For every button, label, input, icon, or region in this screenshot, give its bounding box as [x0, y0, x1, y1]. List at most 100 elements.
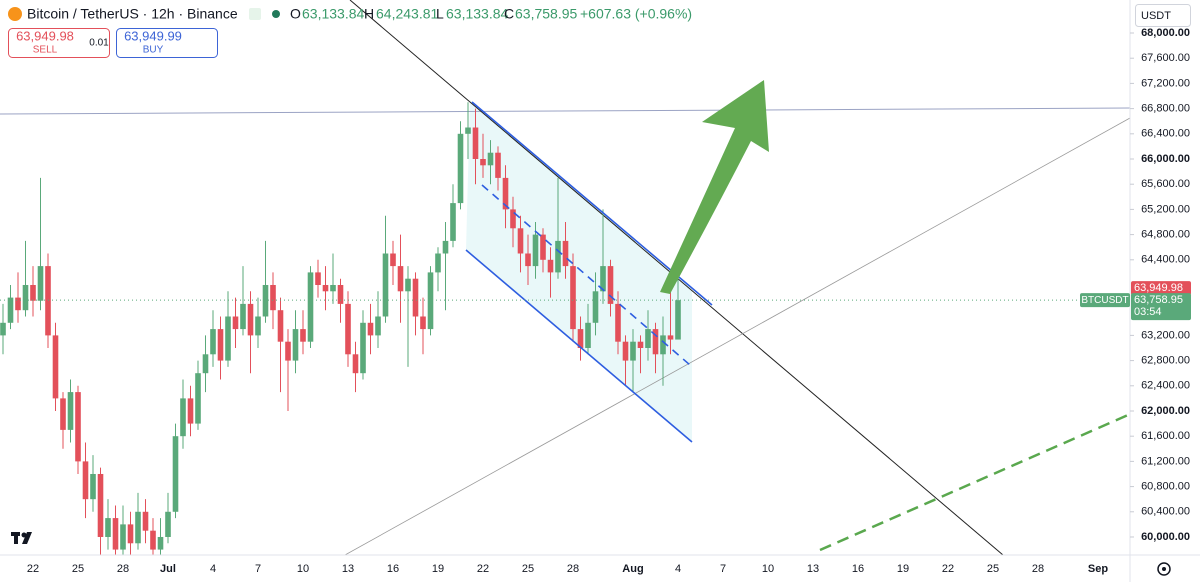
candle-body	[127, 524, 134, 544]
candle-body	[367, 322, 374, 336]
buy-label: BUY	[143, 45, 164, 56]
candle-body	[457, 133, 464, 204]
y-tick-label: 62,000.00	[1141, 405, 1190, 417]
candle-body	[330, 284, 336, 292]
candle-body	[187, 398, 194, 424]
candle-body	[45, 266, 51, 336]
candle-body	[570, 266, 576, 330]
ohlc-value: 63,758.95	[515, 6, 577, 22]
candle-body	[172, 436, 179, 512]
y-tick-label: 61,600.00	[1141, 430, 1190, 442]
candle-body	[547, 259, 554, 273]
sell-price: 63,949.98	[16, 28, 74, 43]
candle-body	[15, 297, 21, 311]
candle-body	[37, 266, 44, 301]
candle-body	[165, 511, 171, 537]
x-tick-label: 13	[807, 563, 819, 575]
candle-body	[652, 329, 659, 355]
ohlc-label: L	[436, 6, 444, 22]
candle-body	[262, 284, 269, 317]
support-line	[344, 117, 1130, 555]
candle-body	[420, 316, 426, 330]
x-tick-label: 22	[477, 563, 489, 575]
channel-fill	[466, 100, 692, 442]
x-tick-label: Jul	[160, 563, 176, 575]
candle-body	[577, 329, 584, 348]
y-tick-label: 64,800.00	[1141, 229, 1190, 241]
candle-body	[217, 329, 224, 361]
candle-body	[120, 524, 126, 550]
y-tick-label: 66,800.00	[1141, 103, 1190, 115]
candle-body	[585, 322, 591, 348]
candle-body	[315, 272, 321, 285]
y-tick-label: 67,600.00	[1141, 52, 1190, 64]
last-price: 63,758.95	[1134, 294, 1183, 306]
candle-body	[615, 303, 621, 342]
candle-body	[360, 322, 366, 374]
x-tick-label: 7	[255, 563, 261, 575]
candle-body	[465, 127, 471, 134]
ohlc-label: O	[290, 6, 301, 22]
candle-body	[487, 152, 494, 166]
x-tick-label: Sep	[1088, 563, 1108, 575]
x-tick-label: Aug	[622, 563, 643, 575]
candle-body	[345, 303, 351, 355]
x-tick-label: 4	[210, 563, 216, 575]
ask-price: 63,949.98	[1134, 282, 1183, 294]
candle-body	[97, 473, 104, 537]
buy-button[interactable]	[116, 28, 218, 58]
y-tick-label: 68,000.00	[1141, 27, 1190, 39]
candle-body	[67, 392, 74, 430]
x-tick-label: 16	[387, 563, 399, 575]
overlay	[11, 80, 769, 544]
x-tick-label: 22	[942, 563, 954, 575]
candle-body	[495, 152, 501, 178]
buy-price: 63,949.99	[124, 28, 182, 43]
x-tick-label: 19	[432, 563, 444, 575]
x-tick-label: 22	[27, 563, 39, 575]
candle-body	[382, 253, 389, 317]
ohlc-label: H	[364, 6, 374, 22]
candle-body	[525, 253, 531, 267]
ohlc-value: 64,243.81	[376, 6, 438, 22]
sell-button[interactable]	[8, 28, 110, 58]
y-tick-label: 62,800.00	[1141, 354, 1190, 366]
sell-label: SELL	[33, 45, 58, 56]
candle-body	[397, 266, 404, 292]
candle-body	[255, 316, 261, 336]
x-tick-label: 16	[852, 563, 864, 575]
candle-body	[225, 316, 231, 361]
candle-body	[292, 329, 299, 361]
symbol-label: BTCUSDT	[1081, 295, 1128, 306]
candle-body	[532, 234, 539, 267]
candle-body	[7, 297, 14, 323]
candle-body	[112, 518, 119, 550]
y-tick-label: 67,200.00	[1141, 77, 1190, 89]
candle-body	[540, 234, 546, 260]
candles	[0, 102, 681, 555]
candle-body	[322, 284, 329, 292]
candle-body	[375, 316, 381, 336]
currency: USDT	[1141, 10, 1171, 22]
candle-body	[622, 341, 629, 361]
up-arrow	[660, 80, 769, 294]
currency-button[interactable]	[1135, 4, 1191, 27]
candle-body	[450, 203, 456, 241]
candle-body	[30, 284, 36, 301]
candle-body	[592, 291, 599, 323]
x-tick-label: 25	[72, 563, 84, 575]
x-tick-label: 25	[522, 563, 534, 575]
flag-icon[interactable]	[249, 8, 261, 20]
candle-body	[82, 461, 89, 500]
candle-body	[390, 253, 396, 267]
candle-body	[180, 398, 186, 437]
y-tick-label: 65,200.00	[1141, 203, 1190, 215]
candle-body	[307, 272, 314, 342]
settings-icon[interactable]	[1157, 562, 1171, 576]
candle-body	[480, 159, 486, 166]
candle-body	[435, 253, 441, 273]
candle-body	[285, 341, 291, 361]
ohlc-value: 63,133.84	[302, 6, 364, 22]
ohlc-value: 63,133.84	[446, 6, 508, 22]
